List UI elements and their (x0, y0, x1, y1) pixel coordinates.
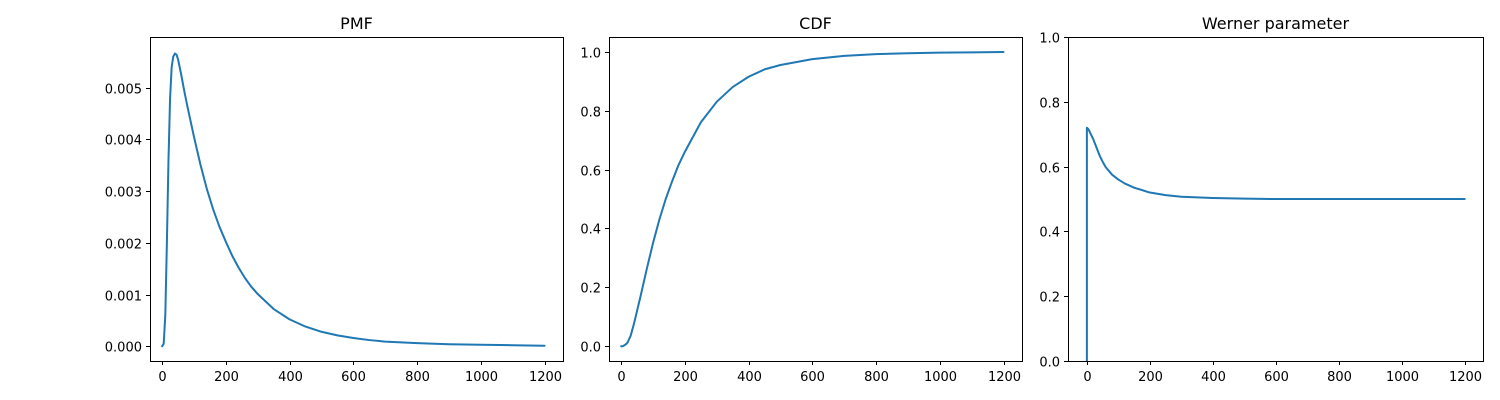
pmf-x-tick-label: 1000 (465, 370, 498, 385)
werner-panel: Werner parameter 0 200 400 600 800 1000 1200 0.… (1039, 14, 1484, 386)
pmf-x-tick-label: 200 (214, 370, 239, 385)
cdf-x-tick-label: 600 (800, 370, 825, 385)
cdf-marks: 0 200 400 600 800 1000 1200 0.0 0.2 0.4 0.6 0.8 1.0 (580, 47, 1021, 386)
pmf-x-tick-label: 0 (158, 370, 166, 385)
cdf-x-tick-label: 1200 (988, 370, 1021, 385)
werner-x-tick-label: 800 (1327, 370, 1352, 385)
cdf-title: CDF (799, 14, 832, 33)
pmf-x-tick-label: 1200 (529, 370, 562, 385)
werner-title: Werner parameter (1202, 14, 1350, 33)
pmf-marks: 0 200 400 600 800 1000 1200 0.000 0.001 0.002 0.00… (105, 52, 562, 385)
cdf-axes-frame (609, 37, 1023, 362)
pmf-y-tick-label: 0.005 (105, 83, 142, 98)
werner-y-tick-label: 0.6 (1039, 162, 1060, 177)
cdf-panel: CDF 0 200 400 600 800 1000 1200 0.0 0.2 0.4 0.6 0.8… (580, 14, 1023, 386)
cdf-y-tick-label: 0.0 (580, 341, 601, 356)
werner-y-tick-label: 1.0 (1039, 32, 1060, 47)
pmf-x-tick-label: 600 (341, 370, 366, 385)
pmf-y-tick-label: 0.000 (105, 341, 142, 356)
pmf-x-tick-label: 400 (278, 370, 303, 385)
pmf-panel: PMF 0 200 400 600 800 1000 1200 0.000 0.001 0.002… (105, 14, 564, 385)
pmf-y-tick-label: 0.003 (105, 186, 142, 201)
cdf-x-tick-label: 400 (737, 370, 762, 385)
pmf-y-tick-label: 0.001 (105, 290, 142, 305)
cdf-x-tick-label: 1000 (924, 370, 957, 385)
werner-x-tick-label: 1200 (1449, 370, 1482, 385)
werner-x-tick-label: 600 (1264, 370, 1289, 385)
pmf-y-tick-label: 0.002 (105, 238, 142, 253)
cdf-y-tick-label: 0.6 (580, 165, 601, 180)
werner-y-tick-label: 0.8 (1039, 97, 1060, 112)
cdf-x-tick-label: 200 (673, 370, 698, 385)
werner-marks: 0 200 400 600 800 1000 1200 0.0 0.2 0.4 0.6 0.8 1.0 (1039, 32, 1482, 386)
pmf-series-line (161, 52, 546, 348)
pmf-y-tick-label: 0.004 (105, 134, 142, 149)
cdf-x-tick-label: 800 (864, 370, 889, 385)
cdf-y-tick-label: 1.0 (580, 47, 601, 62)
pmf-x-tick-label: 800 (405, 370, 430, 385)
werner-x-tick-label: 1000 (1386, 370, 1419, 385)
cdf-y-tick-label: 0.4 (580, 223, 601, 238)
werner-x-tick-label: 200 (1138, 370, 1163, 385)
werner-y-tick-label: 0.0 (1039, 356, 1060, 371)
pmf-axes-frame (150, 37, 564, 362)
cdf-y-tick-label: 0.2 (580, 282, 601, 297)
werner-x-tick-label: 400 (1201, 370, 1226, 385)
werner-x-tick-label: 0 (1083, 370, 1091, 385)
cdf-series-line (620, 51, 1005, 348)
cdf-y-tick-label: 0.8 (580, 106, 601, 121)
pmf-title: PMF (340, 14, 373, 33)
werner-series-line (1085, 126, 1466, 362)
werner-axes-frame (1068, 37, 1484, 362)
werner-y-tick-label: 0.4 (1039, 226, 1060, 241)
cdf-x-tick-label: 0 (617, 370, 625, 385)
werner-y-tick-label: 0.2 (1039, 291, 1060, 306)
